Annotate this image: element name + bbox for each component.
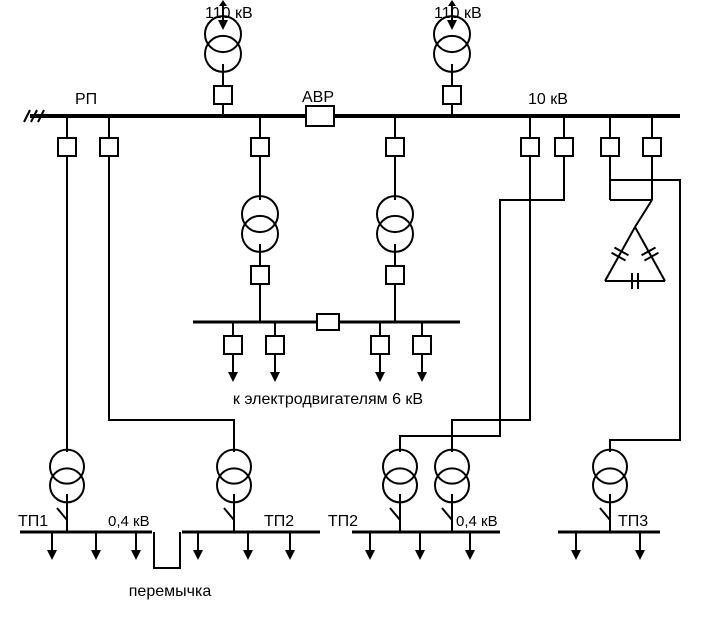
jumper-label: перемычка: [129, 583, 212, 600]
tp3-label: ТП3: [618, 513, 648, 530]
tp1-label: ТП1: [18, 513, 48, 530]
motors6-label: к электродвигателям 6 кВ: [233, 391, 423, 408]
bus10-label: 10 кВ: [528, 91, 568, 108]
rp-label: РП: [75, 91, 97, 108]
tp2a-label: ТП2: [264, 513, 294, 530]
lv04-right: 0,4 кВ: [456, 513, 498, 530]
tp2b-label: ТП2: [328, 513, 358, 530]
avr-label: АВР: [302, 89, 334, 106]
src110-label: 110 кВ: [434, 5, 482, 22]
src110-label: 110 кВ: [205, 5, 253, 22]
lv04-left: 0,4 кВ: [108, 513, 150, 530]
